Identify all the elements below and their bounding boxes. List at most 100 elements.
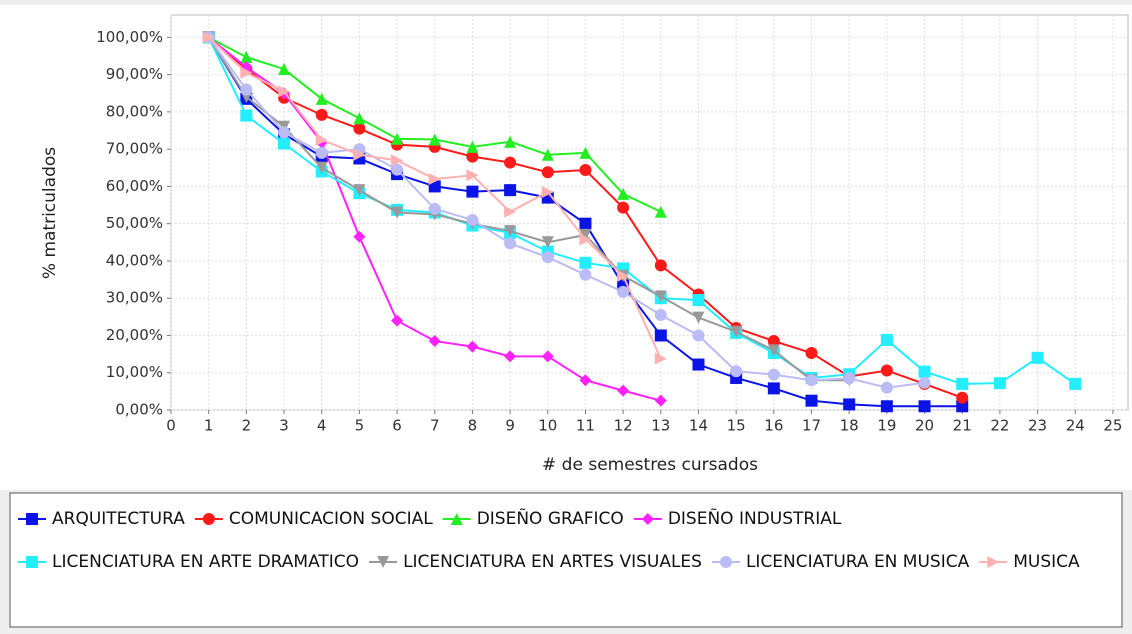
- point: [240, 66, 253, 79]
- point: [353, 148, 366, 161]
- point: [843, 372, 856, 385]
- x-tick-label: 21: [953, 417, 972, 435]
- point: [466, 169, 479, 182]
- y-tick-label: 60,00%: [106, 177, 163, 195]
- point: [654, 308, 667, 321]
- series-line: [207, 36, 850, 382]
- point: [654, 352, 667, 365]
- point: [579, 233, 592, 246]
- point: [805, 346, 818, 359]
- legend-label: DISEÑO GRAFICO: [477, 507, 624, 529]
- point: [391, 206, 404, 219]
- point: [880, 400, 893, 413]
- x-tick-label: 5: [355, 417, 365, 435]
- point: [466, 150, 479, 163]
- point: [918, 400, 931, 413]
- y-tick-label: 10,00%: [106, 363, 163, 381]
- plot-area: [170, 14, 1129, 411]
- y-tick-label: 70,00%: [106, 140, 163, 158]
- legend-label: COMUNICACION SOCIAL: [229, 509, 433, 529]
- point: [428, 335, 441, 348]
- legend-label: LICENCIATURA EN MUSICA: [746, 552, 970, 572]
- point: [880, 364, 893, 377]
- point: [315, 108, 328, 121]
- series-line: [207, 36, 925, 389]
- point: [692, 358, 705, 371]
- y-tick-label: 40,00%: [106, 251, 163, 269]
- x-tick-label: 3: [279, 417, 289, 435]
- legend-label: DISEÑO INDUSTRIAL: [668, 507, 842, 529]
- legend-marker: [641, 513, 654, 525]
- x-tick-label: 11: [576, 417, 595, 435]
- point: [843, 398, 856, 411]
- y-tick-label: 80,00%: [106, 102, 163, 120]
- point: [315, 146, 328, 159]
- point: [880, 333, 893, 346]
- point: [315, 161, 328, 174]
- point: [617, 285, 630, 298]
- point: [504, 225, 517, 238]
- point: [767, 368, 780, 381]
- x-tick-label: 0: [166, 417, 176, 435]
- x-tick-label: 14: [689, 417, 708, 435]
- x-tick-label: 9: [505, 417, 515, 435]
- point: [579, 268, 592, 281]
- y-tick-label: 50,00%: [106, 214, 163, 232]
- x-tick-label: 19: [877, 417, 896, 435]
- point: [353, 230, 366, 243]
- point: [617, 384, 630, 397]
- point: [504, 184, 517, 197]
- point: [1031, 351, 1044, 364]
- point: [579, 217, 592, 230]
- point: [617, 201, 630, 214]
- legend: [9, 492, 1123, 628]
- series-line: [207, 36, 1076, 385]
- point: [278, 137, 291, 150]
- x-tick-label: 8: [468, 417, 478, 435]
- point: [353, 184, 366, 197]
- x-tick-label: 15: [727, 417, 746, 435]
- point: [767, 382, 780, 395]
- x-axis-label: # de semestres cursados: [542, 455, 758, 475]
- legend-label: ARQUITECTURA: [52, 509, 185, 529]
- point: [504, 205, 517, 218]
- y-tick-label: 30,00%: [106, 289, 163, 307]
- point: [315, 92, 328, 105]
- point: [579, 146, 592, 159]
- legend-marker: [202, 513, 215, 525]
- point: [391, 314, 404, 327]
- point: [579, 164, 592, 177]
- point: [466, 185, 479, 198]
- point: [391, 132, 404, 145]
- point: [428, 133, 441, 146]
- point: [504, 350, 517, 363]
- point: [956, 391, 969, 404]
- point: [278, 63, 291, 76]
- point: [466, 140, 479, 153]
- x-tick-label: 1: [204, 417, 214, 435]
- point: [805, 374, 818, 387]
- point: [240, 109, 253, 122]
- x-tick-label: 16: [764, 417, 783, 435]
- x-tick-label: 13: [651, 417, 670, 435]
- legend-label: LICENCIATURA EN ARTES VISUALES: [403, 552, 702, 572]
- point: [654, 329, 667, 342]
- point: [541, 148, 554, 161]
- y-axis-label: % matriculados: [40, 147, 60, 279]
- point: [918, 376, 931, 389]
- point: [730, 365, 743, 378]
- x-tick-label: 24: [1066, 417, 1085, 435]
- point: [504, 237, 517, 250]
- x-tick-label: 4: [317, 417, 327, 435]
- x-tick-label: 22: [990, 417, 1009, 435]
- point: [541, 350, 554, 363]
- y-tick-label: 20,00%: [106, 326, 163, 344]
- x-tick-label: 7: [430, 417, 440, 435]
- point: [956, 400, 969, 413]
- x-tick-label: 25: [1103, 417, 1122, 435]
- point: [391, 163, 404, 176]
- point: [504, 156, 517, 169]
- legend-marker: [26, 556, 38, 568]
- legend-label: LICENCIATURA EN ARTE DRAMATICO: [52, 552, 359, 572]
